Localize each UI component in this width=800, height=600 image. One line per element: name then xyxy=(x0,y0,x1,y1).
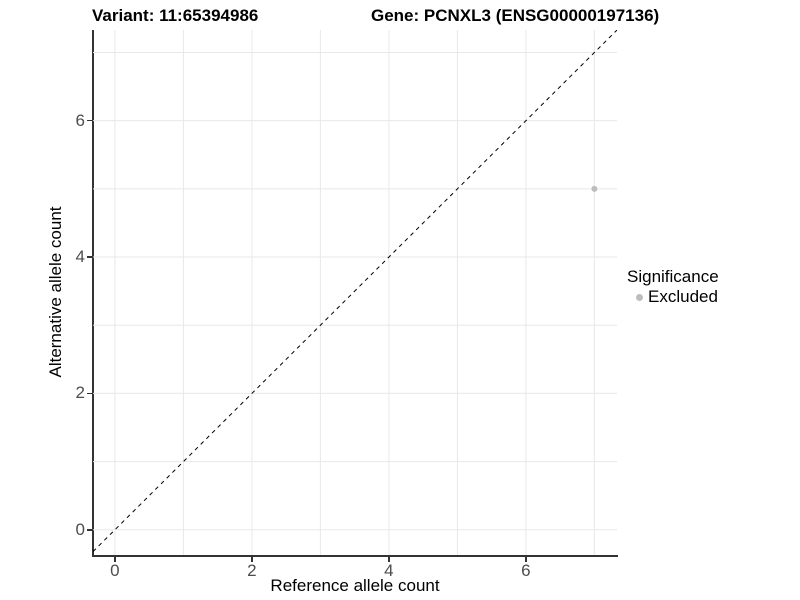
x-axis-label: Reference allele count xyxy=(270,576,440,595)
dot-icon xyxy=(636,293,643,301)
x-tick-label: 6 xyxy=(521,561,531,580)
x-tick-label: 2 xyxy=(247,561,257,580)
legend-item-label: Excluded xyxy=(648,287,718,306)
y-tick-label: 6 xyxy=(75,110,85,130)
y-axis-line xyxy=(92,30,94,557)
y-tick-mark xyxy=(87,119,92,122)
x-tick-mark xyxy=(388,556,390,562)
legend-title: Significance xyxy=(627,267,719,286)
legend-item-excluded: Excluded xyxy=(627,287,719,307)
y-axis-label: Alternative allele count xyxy=(46,206,65,378)
y-tick-mark xyxy=(87,256,92,258)
x-tick-label: 4 xyxy=(384,561,394,580)
x-tick-mark xyxy=(525,556,527,562)
y-tick-label: 2 xyxy=(75,383,85,403)
x-tick-label: 0 xyxy=(110,561,120,580)
y-tick-label: 0 xyxy=(75,519,85,539)
x-tick-mark xyxy=(251,556,253,562)
x-tick-mark xyxy=(114,556,116,562)
plot-title-variant: Variant: 11:65394986 xyxy=(92,6,259,25)
legend: Significance Excluded xyxy=(627,267,719,307)
y-tick-label: 4 xyxy=(75,247,85,267)
y-tick-mark xyxy=(87,529,92,531)
x-axis-line xyxy=(92,555,618,557)
y-tick-mark xyxy=(87,392,92,395)
identity-line xyxy=(93,30,617,552)
plot-svg xyxy=(93,30,617,555)
scatter-point xyxy=(591,185,598,192)
plot-title-gene: Gene: PCNXL3 (ENSG00000197136) xyxy=(371,6,660,25)
plot-panel xyxy=(93,30,617,555)
